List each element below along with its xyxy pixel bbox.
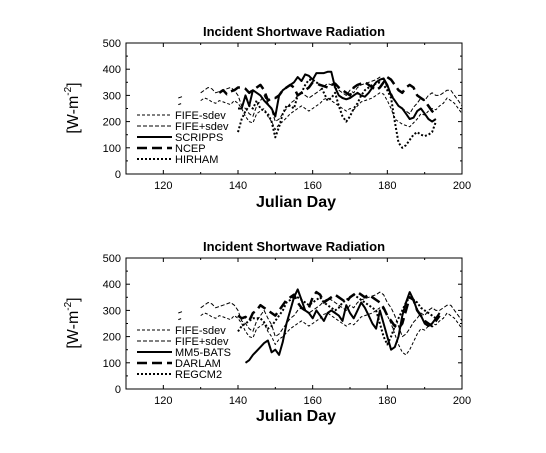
- bottom-xtick-label: 200: [453, 395, 471, 407]
- top-xtick-label: 120: [154, 180, 172, 192]
- bottom-chart-panel: Incident Shortwave Radiation Julian Day …: [63, 239, 471, 425]
- bottom-chart-title: Incident Shortwave Radiation: [203, 239, 385, 254]
- bottom-xtick-label: 140: [229, 395, 247, 407]
- bottom-chart-xlabel: Julian Day: [256, 408, 336, 425]
- top-chart-ylabel-main: [W-m: [65, 96, 82, 134]
- top-ytick-label: 100: [103, 143, 121, 155]
- top-chart-title: Incident Shortwave Radiation: [203, 24, 385, 39]
- bottom-legend-label-regcm2: REGCM2: [175, 369, 222, 381]
- bottom-xtick-label: 180: [378, 395, 396, 407]
- top-xtick-label: 200: [453, 180, 471, 192]
- bottom-ytick-label: 500: [103, 253, 121, 265]
- top-ytick-label: 200: [103, 117, 121, 129]
- bottom-chart-ylabel-end: ]: [65, 297, 82, 301]
- bottom-chart-ylabel-main: [W-m: [65, 311, 82, 349]
- top-legend-label-hirham: HIRHAM: [175, 154, 218, 166]
- bottom-ytick-label: 400: [103, 279, 121, 291]
- top-ytick-label: 300: [103, 90, 121, 102]
- bottom-ytick-label: 100: [103, 358, 121, 370]
- top-xtick-label: 160: [303, 180, 321, 192]
- top-xtick-label: 140: [229, 180, 247, 192]
- top-chart-ylabel-end: ]: [65, 82, 82, 86]
- top-chart-ylabel: [W-m-2]: [63, 82, 82, 133]
- bottom-xtick-label: 160: [303, 395, 321, 407]
- bottom-ytick-label: 0: [115, 384, 121, 396]
- top-ytick-label: 500: [103, 38, 121, 50]
- top-ytick-label: 400: [103, 64, 121, 76]
- bottom-ytick-label: 300: [103, 305, 121, 317]
- bottom-series-regcm2: [238, 295, 440, 345]
- top-xtick-label: 180: [378, 180, 396, 192]
- top-chart-panel: Incident Shortwave Radiation Julian Day …: [63, 24, 471, 211]
- bottom-ytick-label: 200: [103, 332, 121, 344]
- top-ytick-label: 0: [115, 169, 121, 181]
- top-chart-xlabel: Julian Day: [256, 194, 336, 211]
- bottom-xtick-label: 120: [154, 395, 172, 407]
- bottom-chart-ylabel: [W-m-2]: [63, 297, 82, 348]
